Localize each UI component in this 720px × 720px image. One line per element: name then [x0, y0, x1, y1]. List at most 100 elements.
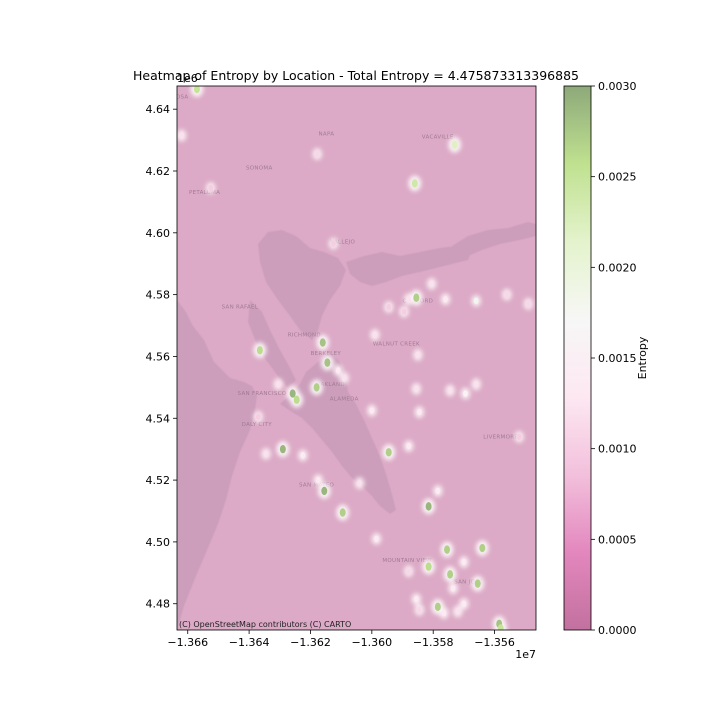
- hotspot: [208, 184, 214, 192]
- colorbar-tick-label: 0.0000: [598, 624, 637, 637]
- hotspot: [335, 367, 341, 374]
- x-tick-label: −1.356: [474, 636, 515, 649]
- hotspot: [406, 296, 412, 303]
- colorbar-tick-label: 0.0005: [598, 533, 637, 546]
- san-pablo-bay: [258, 230, 346, 340]
- hotspot: [417, 606, 422, 614]
- hotspot: [300, 452, 306, 459]
- map-attribution: (C) OpenStreetMap contributors (C) CARTO: [179, 620, 351, 629]
- hotspot: [444, 545, 451, 554]
- hotspot: [434, 602, 441, 612]
- y-tick-label: 4.62: [146, 165, 171, 178]
- place-label: RICHMOND: [288, 332, 321, 338]
- colorbar-label: Entropy: [636, 336, 649, 379]
- place-label: NAPA: [319, 131, 335, 137]
- hotspot: [313, 383, 320, 392]
- colorbar-ticks: 0.0000 0.0005 0.0010 0.0015 0.0020 0.0025 0.00…: [591, 80, 637, 637]
- y-tick-label: 4.56: [146, 350, 171, 363]
- place-label: MOUNTAIN VIEW: [382, 558, 432, 564]
- hotspot: [415, 351, 421, 359]
- heat-core-layer: [179, 86, 531, 630]
- place-label: SAN JOSE: [454, 580, 483, 586]
- place-label: ALAMEDA: [330, 396, 359, 402]
- hotspot: [429, 280, 435, 288]
- pacific-ocean: [177, 300, 257, 630]
- hotspot: [413, 595, 419, 603]
- plot-area: ROSA PETALUMA SONOMA NAPA VALLEJO SAN RAFAEL R…: [172, 85, 537, 631]
- place-label: OAKLAND: [316, 382, 345, 388]
- place-label: SONOMA: [246, 165, 273, 171]
- hotspot: [374, 535, 379, 543]
- hotspot: [455, 608, 461, 615]
- hotspot: [450, 585, 456, 592]
- hotspot: [385, 448, 392, 457]
- map-land: [177, 86, 536, 630]
- place-label: PETALUMA: [189, 190, 220, 196]
- hotspot: [406, 442, 412, 450]
- y-axis: 4.48 4.50 4.52 4.54 4.56 4.58 4.60 4.62 4.64: [146, 103, 177, 611]
- colorbar-gradient: [564, 86, 591, 630]
- san-francisco-bay: [280, 352, 396, 514]
- hotspot: [314, 150, 320, 158]
- colorbar-tick-label: 0.0030: [598, 80, 637, 93]
- hotspot: [504, 291, 510, 298]
- x-tick-label: −1.362: [290, 636, 331, 649]
- place-label: LIVERMORE: [483, 434, 518, 440]
- y-offset-label: 1e6: [177, 72, 198, 85]
- x-tick-label: −1.358: [413, 636, 454, 649]
- hotspot: [357, 479, 362, 487]
- y-tick-label: 4.54: [146, 412, 171, 425]
- plot-frame: [176, 85, 537, 631]
- hotspot: [319, 338, 326, 347]
- hotspot: [425, 502, 432, 511]
- x-tick-label: −1.360: [351, 636, 392, 649]
- hotspot: [372, 331, 378, 339]
- y-tick-label: 4.50: [146, 536, 171, 549]
- delta-waterways: [452, 222, 536, 256]
- hotspot: [275, 381, 281, 388]
- hotspot: [451, 140, 458, 149]
- hotspot: [435, 487, 441, 495]
- hotspot: [525, 300, 531, 308]
- place-label: ROSA: [172, 94, 189, 100]
- y-tick-label: 4.58: [146, 289, 171, 302]
- hotspot: [179, 132, 185, 139]
- colorbar-tick-label: 0.0015: [598, 352, 637, 365]
- suisun-bay: [346, 246, 472, 286]
- place-label: SAN FRANCISCO: [238, 391, 287, 397]
- hotspot: [443, 296, 448, 303]
- hotspot: [386, 303, 392, 311]
- y-tick-label: 4.48: [146, 598, 171, 611]
- marin-shore: [248, 300, 296, 388]
- y-tick-label: 4.52: [146, 474, 171, 487]
- colorbar: 0.0000 0.0005 0.0010 0.0015 0.0020 0.0025 0.00…: [563, 80, 649, 637]
- hotspot: [447, 387, 453, 394]
- place-label: WALNUT CREEK: [373, 342, 420, 348]
- hotspot: [441, 609, 447, 617]
- colorbar-tick-label: 0.0010: [598, 443, 637, 456]
- hotspot: [463, 390, 468, 397]
- hotspot: [417, 408, 422, 416]
- hotspot: [425, 562, 432, 571]
- hotspot: [447, 570, 454, 579]
- hotspot: [474, 579, 481, 588]
- hotspot: [339, 508, 346, 517]
- hotspot: [516, 433, 522, 441]
- hotspot: [256, 346, 263, 355]
- x-offset-label: 1e7: [515, 648, 536, 661]
- place-label: BERKELEY: [311, 351, 342, 357]
- hotspot: [461, 600, 467, 607]
- place-label: SAN RAFAEL: [222, 305, 259, 311]
- hotspot: [341, 374, 347, 382]
- hotspot: [411, 179, 418, 188]
- hotspot: [324, 358, 331, 367]
- hotspot: [473, 297, 479, 305]
- y-tick-label: 4.64: [146, 103, 171, 116]
- hotspot: [406, 568, 412, 575]
- hotspot: [321, 486, 328, 496]
- hotspot: [331, 240, 336, 247]
- x-axis: −1.366 −1.364 −1.362 −1.360 −1.358 −1.356: [167, 630, 515, 649]
- place-label: DALY CITY: [242, 422, 273, 428]
- colorbar-tick-label: 0.0020: [598, 261, 637, 274]
